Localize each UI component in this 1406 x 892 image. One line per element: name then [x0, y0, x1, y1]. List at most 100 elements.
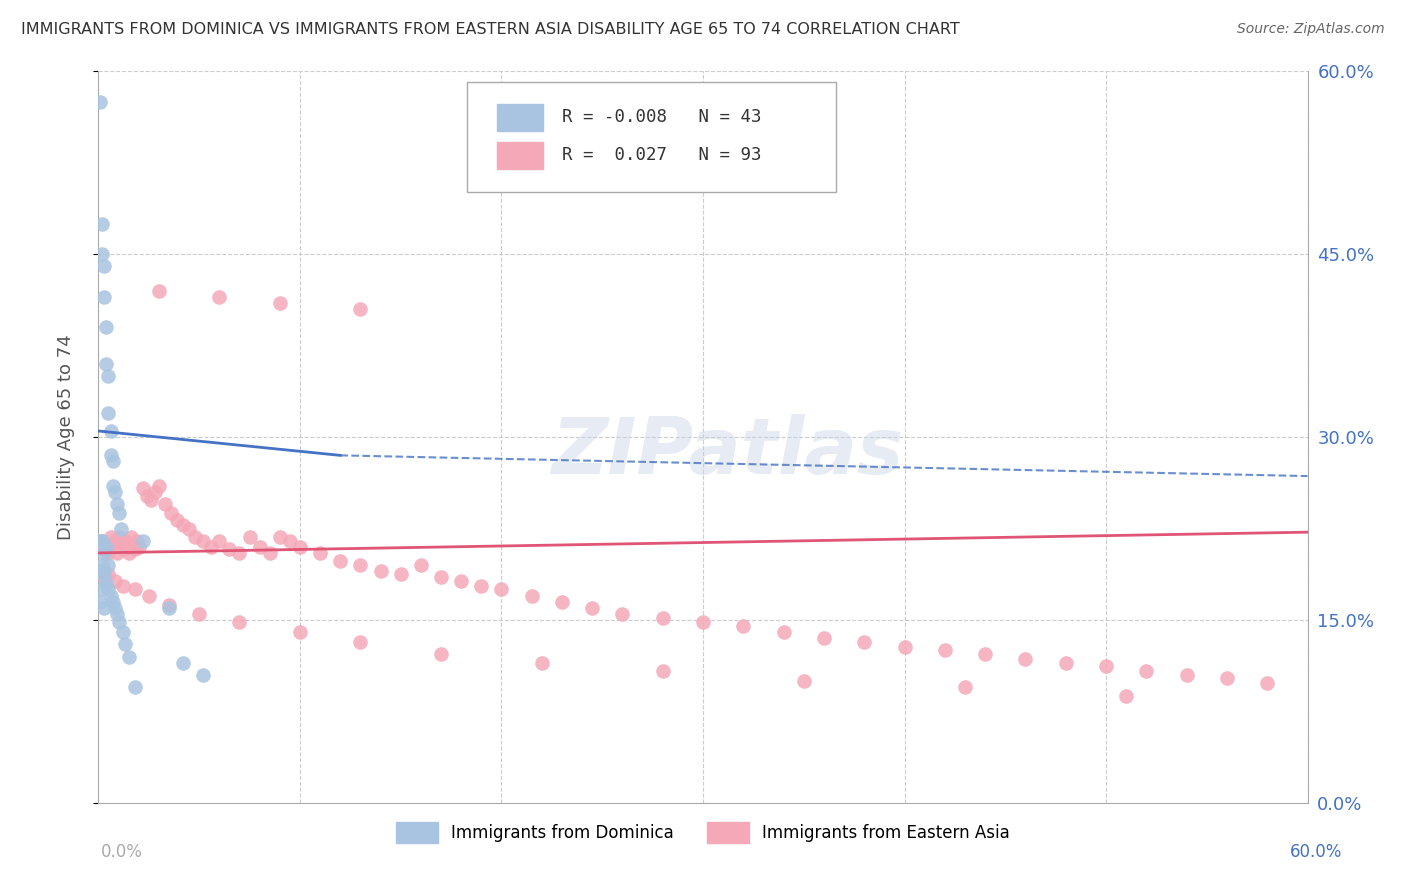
Point — [1216, 672, 1239, 686]
Point — [208, 290, 231, 304]
Point — [124, 542, 146, 557]
Point — [389, 566, 412, 581]
Point — [124, 582, 146, 597]
Text: 60.0%: 60.0% — [1291, 843, 1343, 861]
Point — [97, 558, 120, 573]
Point — [115, 540, 138, 554]
Point — [96, 320, 118, 334]
Point — [111, 579, 134, 593]
Point — [450, 574, 472, 588]
Point — [249, 540, 271, 554]
Point — [1135, 664, 1157, 678]
Point — [530, 656, 553, 670]
Point — [100, 589, 122, 603]
Point — [139, 493, 162, 508]
Point — [179, 521, 201, 535]
Point — [91, 533, 114, 548]
Point — [114, 533, 136, 548]
Point — [329, 554, 352, 568]
Point — [166, 513, 188, 527]
Point — [107, 506, 129, 520]
Point — [125, 533, 148, 548]
Point — [103, 485, 125, 500]
Point — [349, 635, 371, 649]
Point — [111, 542, 134, 557]
Point — [1175, 667, 1198, 681]
Point — [93, 546, 115, 560]
Point — [200, 540, 222, 554]
Point — [124, 680, 146, 694]
Point — [121, 537, 143, 551]
Point — [184, 530, 207, 544]
Point — [813, 632, 835, 646]
Point — [91, 533, 114, 548]
Point — [93, 260, 115, 274]
Point — [228, 546, 250, 560]
Point — [97, 546, 120, 560]
Point — [349, 558, 371, 573]
Point — [218, 542, 240, 557]
Point — [148, 479, 170, 493]
Point — [651, 664, 673, 678]
Point — [259, 546, 281, 560]
Point — [370, 564, 392, 578]
Point — [101, 454, 124, 468]
Point — [105, 607, 128, 621]
Point — [93, 600, 115, 615]
Point — [953, 680, 976, 694]
Point — [157, 600, 180, 615]
Point — [91, 217, 114, 231]
Point — [491, 582, 513, 597]
Point — [97, 406, 120, 420]
Text: IMMIGRANTS FROM DOMINICA VS IMMIGRANTS FROM EASTERN ASIA DISABILITY AGE 65 TO 74: IMMIGRANTS FROM DOMINICA VS IMMIGRANTS F… — [21, 22, 960, 37]
Point — [1095, 659, 1118, 673]
Point — [89, 533, 111, 548]
Point — [853, 635, 876, 649]
Point — [100, 530, 122, 544]
Point — [110, 537, 132, 551]
Point — [132, 481, 155, 495]
Point — [114, 637, 136, 651]
Point — [581, 600, 603, 615]
Point — [101, 594, 124, 608]
Point — [349, 301, 371, 317]
Point — [188, 607, 211, 621]
Point — [138, 589, 160, 603]
FancyBboxPatch shape — [498, 142, 543, 169]
Point — [100, 424, 122, 438]
Point — [103, 574, 125, 588]
Point — [103, 533, 125, 548]
Point — [1014, 652, 1036, 666]
Legend: Immigrants from Dominica, Immigrants from Eastern Asia: Immigrants from Dominica, Immigrants fro… — [389, 815, 1017, 849]
Point — [470, 579, 492, 593]
Point — [148, 284, 170, 298]
Point — [128, 540, 150, 554]
Point — [733, 619, 755, 633]
Point — [93, 570, 115, 584]
Point — [934, 643, 956, 657]
Point — [153, 497, 176, 511]
Text: 0.0%: 0.0% — [101, 843, 143, 861]
Point — [118, 649, 141, 664]
Point — [103, 600, 125, 615]
Point — [1054, 656, 1077, 670]
Point — [96, 537, 118, 551]
Point — [651, 610, 673, 624]
Point — [101, 540, 124, 554]
Point — [269, 530, 291, 544]
Point — [288, 625, 311, 640]
Point — [309, 546, 332, 560]
Point — [193, 667, 215, 681]
Text: R =  0.027   N = 93: R = 0.027 N = 93 — [561, 146, 761, 164]
Point — [107, 615, 129, 630]
Point — [612, 607, 634, 621]
Point — [157, 599, 180, 613]
Point — [93, 542, 115, 557]
Point — [239, 530, 262, 544]
Point — [269, 296, 291, 310]
Point — [143, 485, 166, 500]
Point — [91, 558, 114, 573]
Text: R = -0.008   N = 43: R = -0.008 N = 43 — [561, 109, 761, 127]
Point — [111, 625, 134, 640]
Point — [97, 566, 120, 581]
